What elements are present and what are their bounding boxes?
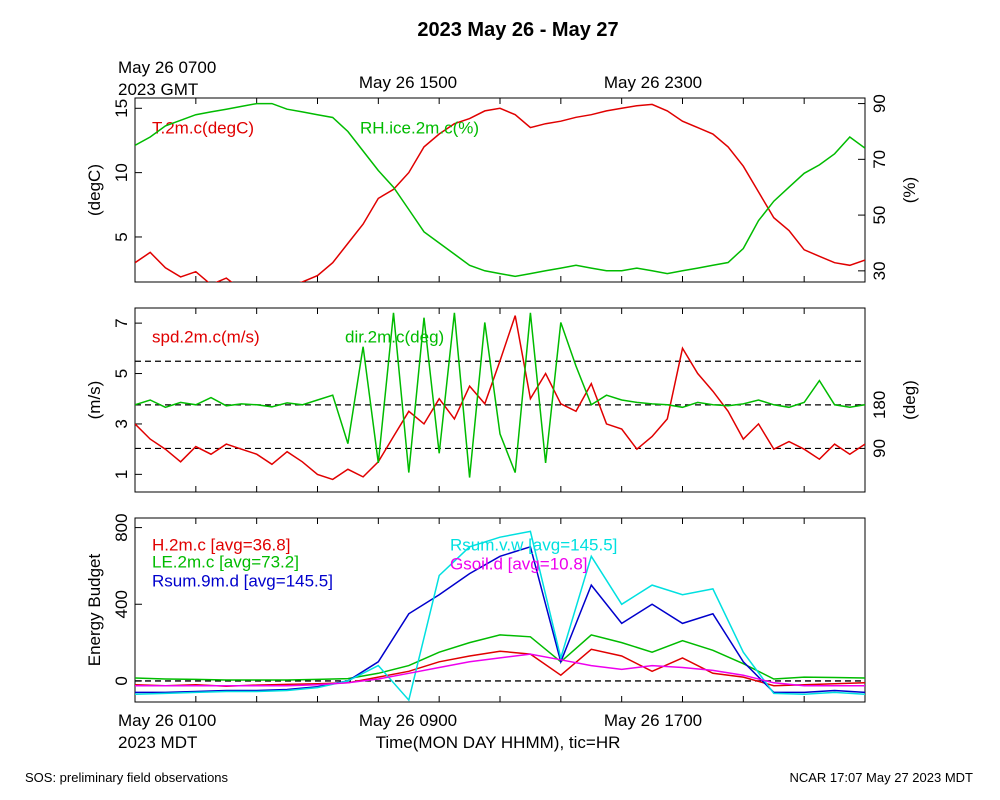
series-line-T.2m.c(degC)	[135, 103, 865, 282]
series-line-Gsoil.d	[135, 653, 865, 687]
footer-left: SOS: preliminary field observations	[25, 770, 229, 785]
y-axis-title-left: (degC)	[85, 164, 104, 216]
panel-3: 0 400 800 Energy Budget H.2m.c [avg=36.8]LE.…	[85, 513, 866, 703]
y-tick-label-left: 15	[112, 99, 131, 118]
y-tick-label-right: 30	[870, 261, 889, 280]
series-line-dir.2m.c(deg)	[135, 312, 865, 478]
y-tick-label-right: 180	[870, 391, 889, 419]
series-line-Rsum.9m.d	[135, 545, 865, 694]
legend-label-Rsum.9m.d: Rsum.9m.d [avg=145.5]	[152, 571, 333, 590]
top-gmt-label-1: May 26 0700	[118, 58, 216, 77]
series-line-spd.2m.c(m/s)	[135, 315, 865, 481]
y-tick-label-left: 1	[112, 470, 131, 479]
panel-1: 5 10 15 30 50 70 90 (degC) (%) T.2m.c(degC) RH.ice…	[85, 94, 919, 283]
y-tick-label-right: 70	[870, 150, 889, 169]
top-gmt-label-2: 2023 GMT	[118, 80, 198, 99]
y-tick-label-left: 10	[112, 163, 131, 182]
y-axis-title-left: Energy Budget	[85, 553, 104, 666]
y-tick-label-left: 800	[112, 513, 131, 541]
y-tick-label-right: 90	[870, 439, 889, 458]
series-line-RH.ice.2m.c(%)	[135, 102, 865, 278]
top-time-label-2: May 26 2300	[604, 73, 702, 92]
bottom-time-label-2: 2023 MDT	[118, 733, 197, 752]
legend-label-Rsum.v.w: Rsum.v.w [avg=145.5]	[450, 535, 617, 554]
y-tick-label-left: 400	[112, 590, 131, 618]
x-axis-label: Time(MON DAY HHMM), tic=HR	[376, 733, 621, 752]
legend-label-T.2m.c(degC): T.2m.c(degC)	[152, 118, 254, 137]
legend-label-LE.2m.c: LE.2m.c [avg=73.2]	[152, 552, 299, 571]
bottom-time-label-4: May 26 1700	[604, 711, 702, 730]
y-axis-title-right: (deg)	[900, 380, 919, 420]
y-tick-label-left: 3	[112, 419, 131, 428]
y-tick-label-left: 7	[112, 318, 131, 327]
y-tick-label-right: 90	[870, 94, 889, 113]
panel-2: 1 3 5 7 90 180 (m/s) (deg) spd.2m.c(m/s) dir.2m.c…	[85, 307, 919, 493]
y-tick-label-left: 5	[112, 369, 131, 378]
footer-right: NCAR 17:07 May 27 2023 MDT	[789, 770, 973, 785]
bottom-time-label-1: May 26 0100	[118, 711, 216, 730]
legend-label-RH.ice.2m.c(%): RH.ice.2m.c(%)	[360, 118, 479, 137]
page-title: 2023 May 26 - May 27	[417, 19, 618, 41]
y-tick-label-right: 50	[870, 206, 889, 225]
y-tick-label-left: 0	[112, 676, 131, 685]
series-line-LE.2m.c	[135, 634, 865, 681]
legend-label-spd.2m.c(m/s): spd.2m.c(m/s)	[152, 327, 260, 346]
series-line-Rsum.v.w	[135, 530, 865, 702]
y-axis-title-left: (m/s)	[85, 381, 104, 420]
legend-label-H.2m.c: H.2m.c [avg=36.8]	[152, 535, 290, 554]
y-axis-title-right: (%)	[900, 177, 919, 203]
top-time-label-1: May 26 1500	[359, 73, 457, 92]
legend-label-Gsoil.d: Gsoil.d [avg=10.8]	[450, 554, 588, 573]
y-tick-label-left: 5	[112, 232, 131, 241]
bottom-time-label-3: May 26 0900	[359, 711, 457, 730]
legend-label-dir.2m.c(deg): dir.2m.c(deg)	[345, 327, 444, 346]
